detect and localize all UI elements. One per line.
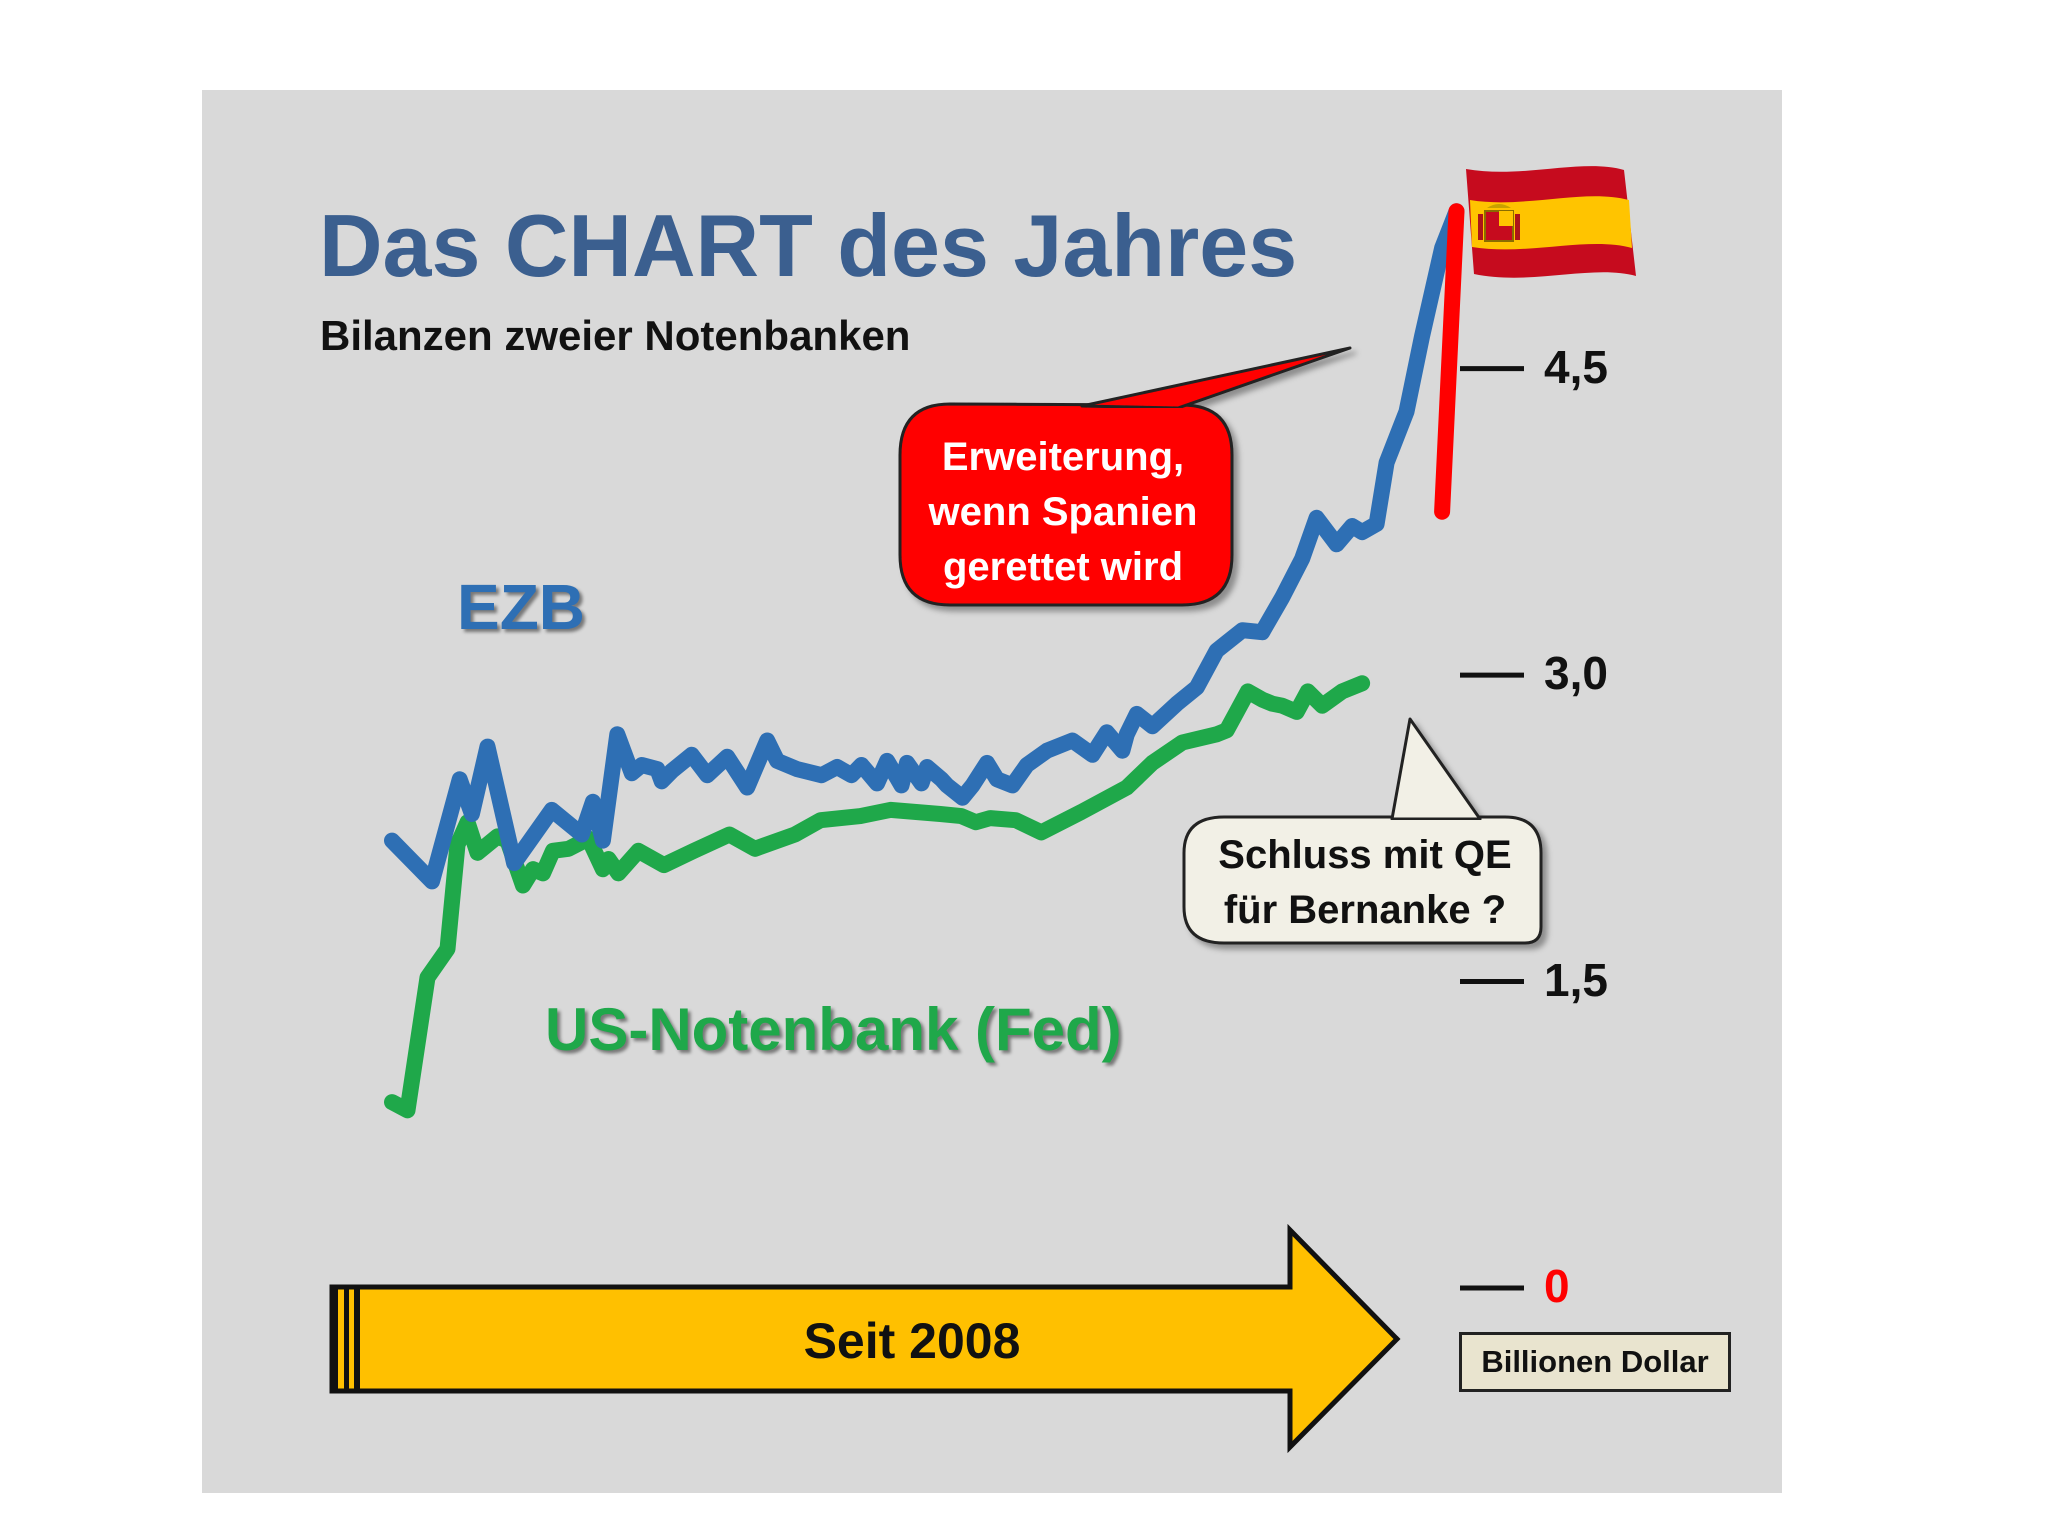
chart-series-group [384,203,1465,1119]
callout-white [1182,717,1543,945]
callout-white-line: Schluss mit QE [1218,833,1512,877]
y-axis-ticks [1460,366,1524,1291]
unit-label: Billionen Dollar [1481,1344,1709,1379]
series-line-ezb-projection [1434,203,1465,520]
chart-canvas [329,166,1636,1454]
y-tick-label: 1,5 [1544,953,1608,1006]
callout-white-line: für Bernanke ? [1223,888,1507,932]
timeline-arrow [329,1223,1401,1454]
flag-coat-of-arms [1478,204,1520,242]
callout-red-text: Erweiterung, wenn Spanien gerettet wird [894,430,1232,595]
slide-background: Das CHART des Jahres Bilanzen zweier Not… [202,90,1782,1493]
callout-white-text: Schluss mit QE für Bernanke ? [1187,828,1543,938]
y-tick-label: 3,0 [1544,647,1608,700]
series-label-fed: US-Notenbank (Fed) [545,996,1122,1063]
callout-red [898,346,1352,607]
y-tick-label: 0 [1544,1260,1570,1312]
callout-red-line: wenn Spanien [928,490,1198,534]
page-subtitle: Bilanzen zweier Notenbanken [320,312,911,359]
spain-flag-icon [1466,166,1636,278]
y-tick-label: 4,5 [1544,340,1608,393]
series-line-ezb [384,203,1465,890]
unit-box: Billionen Dollar [1459,1332,1731,1392]
callout-red-line: gerettet wird [942,545,1184,589]
page-title: Das CHART des Jahres [319,196,1298,295]
callout-red-line: Erweiterung, [941,435,1185,479]
series-label-ezb: EZB [457,571,585,643]
timeline-arrow-label: Seit 2008 [803,1313,1021,1369]
